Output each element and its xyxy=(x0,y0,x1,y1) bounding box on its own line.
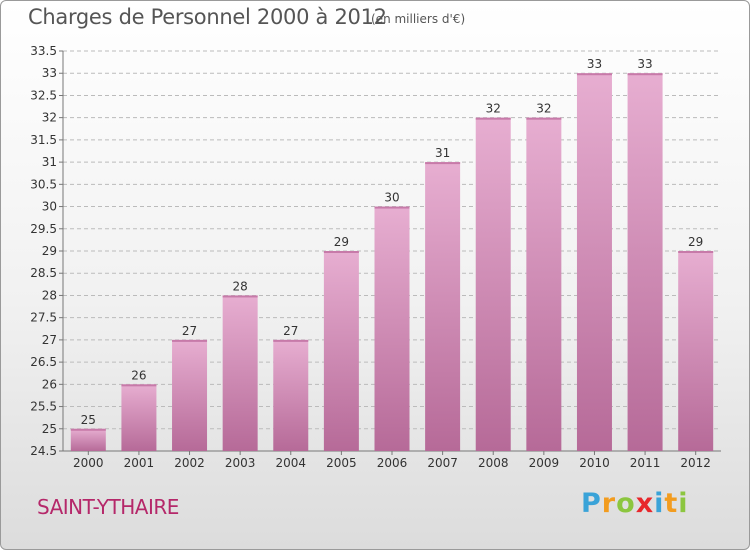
bar-top-edge xyxy=(172,339,208,342)
bar xyxy=(273,339,309,451)
bar-value-label: 32 xyxy=(486,102,501,116)
y-tick-label: 24.5 xyxy=(30,444,57,458)
bar-value-label: 27 xyxy=(283,324,298,338)
bar xyxy=(374,206,410,451)
bar-top-edge xyxy=(425,162,461,165)
logo-letter-3: o xyxy=(616,488,636,519)
x-tick-label: 2012 xyxy=(680,456,711,470)
bar xyxy=(121,384,157,451)
y-tick-label: 32 xyxy=(42,111,57,125)
logo-letter-6: t xyxy=(664,488,679,519)
bar xyxy=(222,295,258,451)
y-tick-label: 28 xyxy=(42,288,57,302)
logo-letter-5: i xyxy=(654,488,665,519)
logo-letter-7: i xyxy=(678,488,689,519)
proxiti-logo[interactable]: Proxiti xyxy=(581,488,689,519)
bar xyxy=(70,428,106,451)
bar xyxy=(323,251,359,451)
y-tick-label: 28.5 xyxy=(30,266,57,280)
bar-top-edge xyxy=(323,251,359,253)
y-tick-label: 27 xyxy=(42,333,57,347)
bar-value-label: 32 xyxy=(536,102,551,116)
bar xyxy=(678,251,714,451)
bar xyxy=(576,73,612,451)
x-tick-label: 2000 xyxy=(73,456,104,470)
bar-value-label: 28 xyxy=(233,279,248,293)
bar xyxy=(425,162,461,451)
chart-title: Charges de Personnel 2000 à 2012 xyxy=(28,5,387,29)
bar-top-edge xyxy=(526,117,562,120)
bar-top-edge xyxy=(222,295,258,298)
logo-letter-4: x xyxy=(635,488,655,519)
logo-letter-2: r xyxy=(601,488,617,519)
bar-top-edge xyxy=(273,339,309,342)
bar-value-label: 30 xyxy=(384,191,399,205)
y-tick-label: 31 xyxy=(42,155,57,169)
bar xyxy=(172,339,208,451)
bar xyxy=(526,117,562,452)
y-tick-label: 29 xyxy=(42,244,57,258)
y-tick-label: 32.5 xyxy=(30,88,57,102)
bar-top-edge xyxy=(576,73,612,76)
bar-value-label: 26 xyxy=(131,368,146,382)
y-tick-label: 25 xyxy=(42,422,57,436)
place-name: SAINT-YTHAIRE xyxy=(37,495,179,519)
bar xyxy=(627,73,663,451)
x-tick-label: 2003 xyxy=(225,456,256,470)
y-tick-label: 33 xyxy=(42,66,57,80)
chart-subtitle: (en milliers d'€) xyxy=(371,12,466,26)
x-tick-label: 2005 xyxy=(326,456,357,470)
x-tick-label: 2006 xyxy=(377,456,408,470)
bar-top-edge xyxy=(475,117,511,120)
bar-top-edge xyxy=(374,206,410,209)
x-tick-label: 2010 xyxy=(579,456,610,470)
bar-value-label: 25 xyxy=(81,413,96,427)
bar-value-label: 29 xyxy=(334,235,349,249)
bar-top-edge xyxy=(678,251,714,253)
y-tick-label: 26 xyxy=(42,377,57,391)
y-tick-label: 29.5 xyxy=(30,222,57,236)
bar xyxy=(475,117,511,452)
y-tick-label: 25.5 xyxy=(30,400,57,414)
y-tick-label: 30.5 xyxy=(30,177,57,191)
bar-top-edge xyxy=(70,428,106,431)
y-tick-label: 26.5 xyxy=(30,355,57,369)
x-tick-label: 2002 xyxy=(174,456,205,470)
x-tick-label: 2009 xyxy=(529,456,560,470)
logo-letter-1: P xyxy=(581,488,602,519)
x-tick-label: 2001 xyxy=(124,456,155,470)
y-tick-label: 30 xyxy=(42,200,57,214)
bar-top-edge xyxy=(627,73,663,76)
y-tick-label: 33.5 xyxy=(30,44,57,58)
x-tick-label: 2011 xyxy=(630,456,661,470)
bar-value-label: 33 xyxy=(637,57,652,71)
x-tick-label: 2007 xyxy=(427,456,458,470)
bar-value-label: 29 xyxy=(688,235,703,249)
bar-value-label: 31 xyxy=(435,146,450,160)
y-tick-label: 31.5 xyxy=(30,133,57,147)
y-tick-label: 27.5 xyxy=(30,311,57,325)
x-tick-label: 2004 xyxy=(275,456,306,470)
x-tick-label: 2008 xyxy=(478,456,509,470)
bar-value-label: 27 xyxy=(182,324,197,338)
bar-value-label: 33 xyxy=(587,57,602,71)
bar-top-edge xyxy=(121,384,157,387)
